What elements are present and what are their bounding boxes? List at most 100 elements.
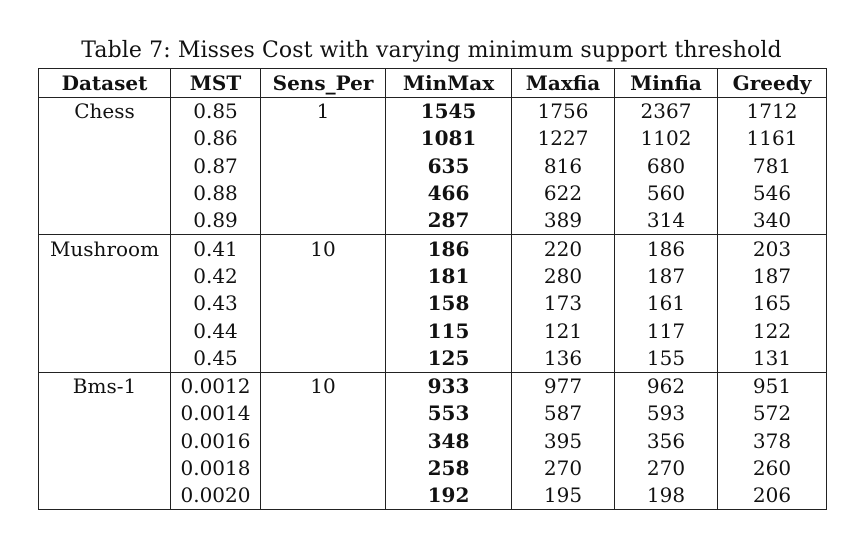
cell-sens-per — [260, 482, 386, 511]
cell-dataset: Bms-1 — [38, 371, 171, 401]
column-header-dataset: Dataset — [38, 68, 171, 98]
table-body: Chess 0.85 1 1545 1756 2367 1712 0.86 1081 1227 11… — [38, 97, 827, 511]
misses-cost-table: Dataset MST Sens_Per MinMax Maxfia Minfi… — [38, 68, 827, 511]
cell-minmax: 181 — [385, 262, 512, 291]
cell-dataset — [38, 344, 171, 373]
table-row: Bms-1 0.0012 10 933 977 962 951 — [38, 371, 827, 401]
cell-minmax: 1081 — [385, 125, 512, 153]
cell-sens-per: 10 — [260, 234, 386, 263]
cell-mst: 0.0012 — [170, 371, 261, 401]
cell-maxfia: 977 — [511, 371, 615, 401]
cell-minmax: 466 — [385, 179, 512, 208]
cell-maxfia: 587 — [511, 400, 615, 428]
cell-maxfia: 173 — [511, 290, 615, 318]
table-row: 0.44 115 121 117 122 — [38, 317, 827, 345]
cell-dataset: Mushroom — [38, 234, 171, 263]
table-caption: Table 7: Misses Cost with varying minimu… — [81, 38, 782, 63]
cell-minmax: 933 — [385, 371, 512, 401]
cell-dataset — [38, 262, 171, 291]
cell-mst: 0.85 — [170, 97, 261, 126]
cell-minfia: 198 — [614, 482, 718, 511]
cell-maxfia: 121 — [511, 317, 615, 345]
cell-mst: 0.88 — [170, 179, 261, 208]
cell-maxfia: 220 — [511, 234, 615, 263]
table-row: 0.87 635 816 680 781 — [38, 152, 827, 180]
table-row: Mushroom 0.41 10 186 220 186 203 — [38, 234, 827, 263]
cell-sens-per — [260, 290, 386, 318]
cell-greedy: 165 — [717, 290, 827, 318]
cell-maxfia: 270 — [511, 454, 615, 483]
cell-mst: 0.89 — [170, 207, 261, 235]
cell-sens-per — [260, 207, 386, 235]
table-row: 0.0020 192 195 198 206 — [38, 482, 827, 511]
cell-maxfia: 395 — [511, 427, 615, 455]
cell-minfia: 680 — [614, 152, 718, 180]
column-header-minmax: MinMax — [385, 68, 512, 98]
cell-maxfia: 389 — [511, 207, 615, 235]
cell-minmax: 125 — [385, 344, 512, 373]
column-header-sens-per: Sens_Per — [260, 68, 386, 98]
table-row: 0.86 1081 1227 1102 1161 — [38, 125, 827, 153]
cell-sens-per — [260, 400, 386, 428]
cell-greedy: 378 — [717, 427, 827, 455]
cell-maxfia: 1227 — [511, 125, 615, 153]
cell-minfia: 593 — [614, 400, 718, 428]
cell-minmax: 158 — [385, 290, 512, 318]
cell-maxfia: 816 — [511, 152, 615, 180]
cell-dataset — [38, 290, 171, 318]
cell-minfia: 560 — [614, 179, 718, 208]
cell-dataset — [38, 125, 171, 153]
table-row: 0.42 181 280 187 187 — [38, 262, 827, 291]
cell-greedy: 1712 — [717, 97, 827, 126]
cell-minmax: 553 — [385, 400, 512, 428]
table-row: 0.88 466 622 560 546 — [38, 179, 827, 208]
cell-greedy: 781 — [717, 152, 827, 180]
cell-minfia: 356 — [614, 427, 718, 455]
cell-dataset — [38, 317, 171, 345]
table-row: 0.45 125 136 155 131 — [38, 344, 827, 373]
column-header-mst: MST — [170, 68, 261, 98]
column-header-minfia: Minfia — [614, 68, 718, 98]
cell-dataset — [38, 482, 171, 511]
cell-greedy: 122 — [717, 317, 827, 345]
cell-minmax: 258 — [385, 454, 512, 483]
cell-minfia: 155 — [614, 344, 718, 373]
table-row: 0.0018 258 270 270 260 — [38, 454, 827, 483]
cell-sens-per — [260, 152, 386, 180]
cell-minfia: 270 — [614, 454, 718, 483]
cell-minfia: 314 — [614, 207, 718, 235]
cell-mst: 0.42 — [170, 262, 261, 291]
cell-dataset — [38, 179, 171, 208]
cell-dataset: Chess — [38, 97, 171, 126]
cell-greedy: 340 — [717, 207, 827, 235]
table-row: 0.89 287 389 314 340 — [38, 207, 827, 235]
column-header-maxfia: Maxfia — [511, 68, 615, 98]
cell-dataset — [38, 427, 171, 455]
cell-minfia: 962 — [614, 371, 718, 401]
cell-mst: 0.0020 — [170, 482, 261, 511]
cell-mst: 0.87 — [170, 152, 261, 180]
table-row: 0.43 158 173 161 165 — [38, 290, 827, 318]
cell-mst: 0.0016 — [170, 427, 261, 455]
cell-minfia: 2367 — [614, 97, 718, 126]
cell-sens-per — [260, 454, 386, 483]
cell-greedy: 572 — [717, 400, 827, 428]
cell-dataset — [38, 400, 171, 428]
cell-greedy: 260 — [717, 454, 827, 483]
cell-sens-per: 1 — [260, 97, 386, 126]
cell-minfia: 187 — [614, 262, 718, 291]
cell-minmax: 287 — [385, 207, 512, 235]
cell-greedy: 1161 — [717, 125, 827, 153]
cell-mst: 0.45 — [170, 344, 261, 373]
header-row: Dataset MST Sens_Per MinMax Maxfia Minfi… — [38, 68, 827, 98]
table-row: Chess 0.85 1 1545 1756 2367 1712 — [38, 97, 827, 126]
cell-mst: 0.0018 — [170, 454, 261, 483]
cell-greedy: 206 — [717, 482, 827, 511]
cell-minmax: 192 — [385, 482, 512, 511]
cell-minmax: 186 — [385, 234, 512, 263]
table-row: 0.0016 348 395 356 378 — [38, 427, 827, 455]
cell-sens-per — [260, 125, 386, 153]
cell-minfia: 186 — [614, 234, 718, 263]
cell-sens-per — [260, 344, 386, 373]
cell-maxfia: 195 — [511, 482, 615, 511]
